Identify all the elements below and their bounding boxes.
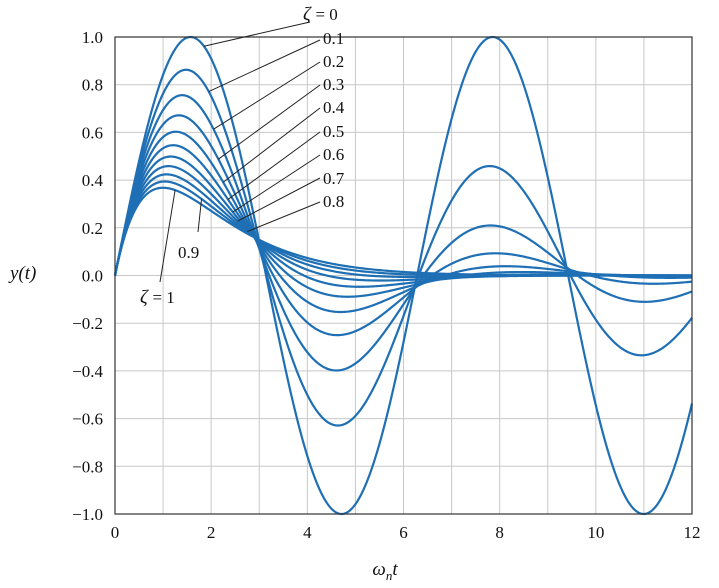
- leader-line: [247, 201, 321, 233]
- x-axis-label: ωnt: [372, 559, 398, 583]
- y-tick-label: −0.2: [72, 314, 103, 333]
- curve-label-text: = 0: [315, 5, 337, 24]
- curve-label-0: ζ = 0: [303, 4, 338, 25]
- plot-frame: [114, 36, 693, 515]
- y-tick-label: 0.6: [82, 123, 103, 142]
- curve-label-0-6: 0.6: [323, 145, 344, 164]
- curve-zeta-0-1: [113, 68, 693, 427]
- y-tick-label: 0.8: [82, 76, 103, 95]
- x-tick-label: 10: [587, 523, 604, 542]
- y-tick-label: 1.0: [82, 28, 103, 47]
- x-tick-label: 2: [207, 523, 216, 542]
- zeta-symbol: ζ: [303, 4, 315, 25]
- leader-line: [222, 107, 321, 183]
- leader-line: [218, 84, 321, 160]
- curve-zeta-1: [113, 186, 692, 277]
- y-axis-label: y(t): [8, 263, 36, 284]
- curve-label-0-2: 0.2: [323, 52, 344, 71]
- curve-zeta-0-3: [113, 114, 693, 337]
- leader-line: [208, 39, 321, 93]
- curve-label-text: = 1: [152, 288, 174, 307]
- leader-line: [197, 198, 203, 233]
- y-tick-label: −0.8: [72, 457, 103, 476]
- y-tick-label: −0.6: [72, 410, 103, 429]
- curve-label-0-1: 0.1: [323, 29, 344, 48]
- curve-label-0-5: 0.5: [323, 122, 344, 141]
- x-tick-label: 4: [303, 523, 312, 542]
- y-tick-label: −0.4: [72, 362, 103, 381]
- curve-label-0-8: 0.8: [323, 192, 344, 211]
- y-tick-label: 0.4: [82, 171, 104, 190]
- leader-line: [159, 190, 176, 283]
- x-axis-label-omega: ω: [372, 559, 385, 580]
- curve-label-0-3: 0.3: [323, 75, 344, 94]
- curve-zeta-0-2: [113, 94, 693, 372]
- y-tick-label: 0.0: [82, 267, 103, 286]
- x-tick-label: 0: [111, 523, 120, 542]
- x-tick-label: 12: [684, 523, 701, 542]
- leader-line: [232, 154, 321, 213]
- curve-zeta-0: [113, 35, 694, 516]
- grid-lines: [115, 37, 692, 514]
- x-tick-label: 6: [399, 523, 408, 542]
- curve-label-0-9: 0.9: [178, 243, 199, 262]
- y-tick-label: 0.2: [82, 219, 103, 238]
- leader-line: [213, 61, 321, 130]
- y-tick-label: −1.0: [72, 505, 103, 524]
- x-tick-label: 8: [495, 523, 504, 542]
- leader-line: [227, 131, 321, 200]
- response-curves: [113, 35, 694, 516]
- x-axis-label-t: t: [392, 559, 398, 580]
- x-tick-labels: 0 2 4 6 8 10 12: [111, 523, 701, 542]
- curve-labels: ζ = 0 0.1 0.2 0.3 0.4 0.5 0.6 0.7 0.8 0.9 ζ = 1: [140, 4, 345, 308]
- leader-line: [237, 177, 321, 222]
- x-axis-label-subscript: n: [386, 568, 393, 583]
- leader-line: [203, 21, 311, 47]
- curve-label-0-7: 0.7: [323, 169, 345, 188]
- curve-label-0-4: 0.4: [323, 98, 345, 117]
- y-tick-labels: 1.0 0.8 0.6 0.4 0.2 0.0 −0.2 −0.4 −0.6 −0.8 −1.0: [72, 28, 103, 524]
- curve-label-1: ζ = 1: [140, 287, 175, 308]
- zeta-symbol: ζ: [140, 287, 152, 308]
